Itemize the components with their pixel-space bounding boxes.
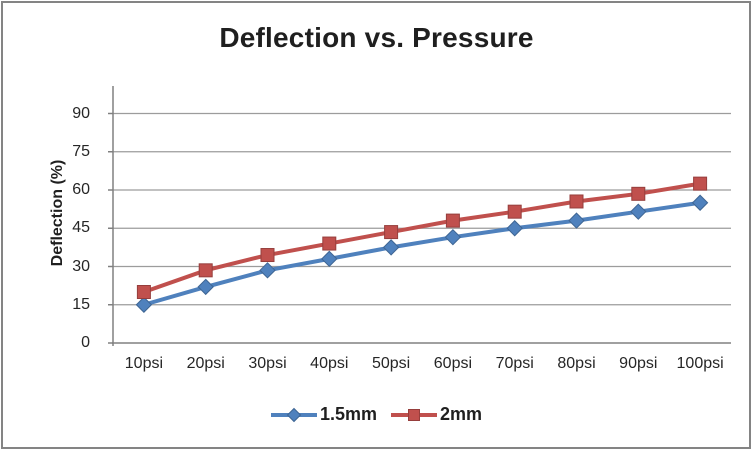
legend-item-2mm: 2mm: [391, 404, 482, 425]
marker-square-10psi: [136, 285, 151, 299]
x-category-label-10psi: 10psi: [124, 355, 164, 372]
y-tick-label-60: 60: [72, 181, 90, 198]
marker-square-100psi: [693, 176, 708, 191]
y-tick-label-45: 45: [72, 219, 90, 237]
marker-diamond-70psi: [506, 220, 523, 237]
marker-square-80psi: [569, 194, 584, 209]
y-tick-label-75: 75: [72, 142, 90, 160]
x-category-label-20psi: 20psi: [186, 355, 225, 372]
legend-diamond-swatch: [270, 407, 317, 422]
marker-square-70psi: [507, 204, 522, 219]
legend: 1.5mm 2mm: [0, 404, 753, 425]
marker-square-20psi: [198, 263, 213, 278]
marker-square-40psi: [322, 236, 337, 251]
y-tick-label-90: 90: [72, 104, 90, 122]
x-category-label-40psi: 40psi: [310, 355, 349, 372]
marker-diamond-60psi: [444, 228, 462, 246]
x-category-label-90psi: 90psi: [619, 355, 658, 372]
y-tick-label-30: 30: [72, 257, 90, 275]
marker-square-30psi: [260, 248, 275, 263]
chart-title: Deflection vs. Pressure: [219, 22, 534, 53]
marker-diamond-30psi: [259, 262, 276, 279]
marker-diamond-100psi: [691, 194, 709, 211]
marker-diamond-10psi: [135, 296, 153, 313]
marker-square-50psi: [384, 225, 399, 240]
x-category-label-60psi: 60psi: [433, 355, 473, 372]
y-tick-label-0: 0: [81, 334, 90, 351]
marker-diamond-40psi: [321, 250, 338, 268]
legend-label-2mm: 2mm: [440, 404, 483, 424]
legend-label-1.5mm: 1.5mm: [319, 404, 377, 424]
marker-diamond-20psi: [197, 278, 214, 296]
x-category-label-100psi: 100psi: [676, 355, 724, 372]
legend-square-swatch: [391, 408, 437, 421]
x-category-label-70psi: 70psi: [495, 355, 534, 372]
x-category-label-50psi: 50psi: [371, 355, 411, 372]
legend-item-1.5mm: 1.5mm: [270, 404, 377, 425]
marker-diamond-80psi: [568, 212, 585, 229]
marker-square-60psi: [445, 213, 460, 228]
marker-square-90psi: [631, 186, 646, 201]
x-category-label-30psi: 30psi: [248, 355, 287, 372]
marker-diamond-50psi: [382, 239, 400, 256]
series-line-1.5mm: [143, 200, 701, 307]
marker-diamond-90psi: [630, 203, 647, 220]
x-category-label-80psi: 80psi: [557, 355, 596, 372]
y-tick-label-15: 15: [72, 295, 90, 313]
series-line-2mm: [143, 181, 701, 294]
